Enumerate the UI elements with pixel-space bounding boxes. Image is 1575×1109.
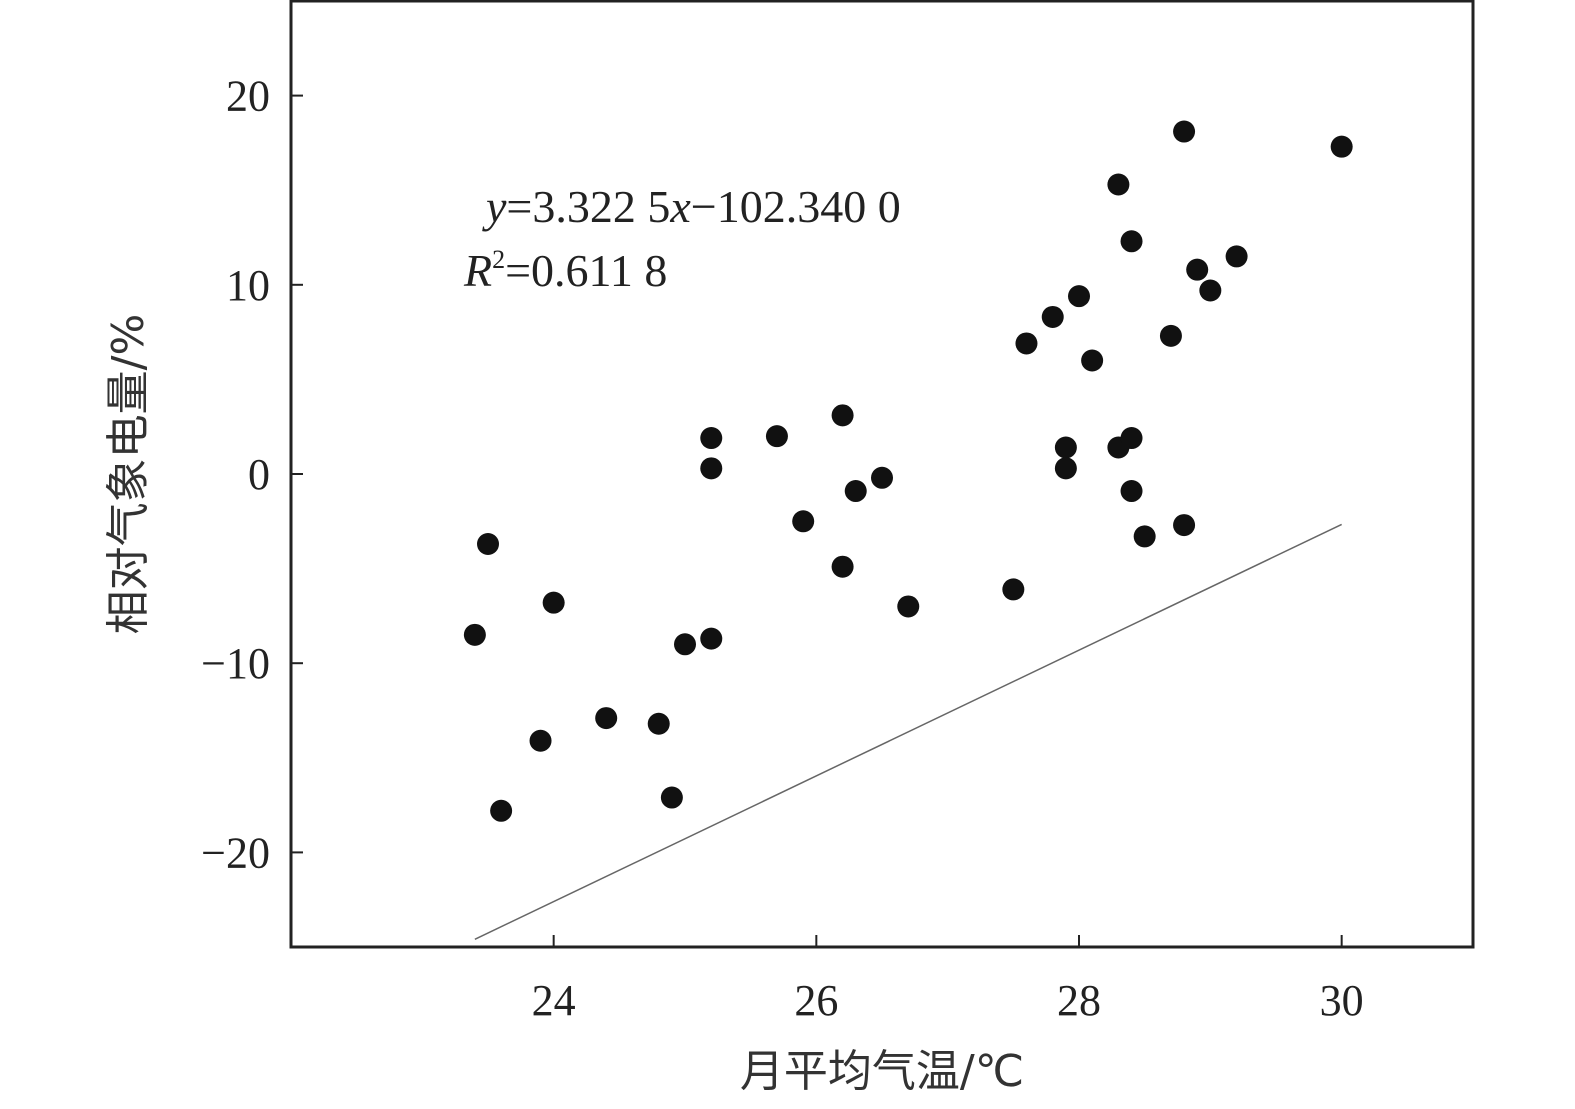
data-point: [529, 729, 552, 752]
data-point: [1120, 230, 1143, 253]
x-axis-title: 月平均气温/℃: [740, 1046, 1024, 1097]
y-tick-label: 10: [226, 261, 270, 310]
data-point: [1120, 427, 1143, 450]
y-axis-title: 相对气象电量/%: [103, 314, 154, 635]
data-point: [1186, 258, 1209, 281]
data-point: [1041, 305, 1064, 328]
data-point: [831, 404, 854, 427]
data-point: [595, 707, 618, 730]
trendline: [474, 523, 1342, 940]
x-tick-label: 26: [794, 976, 838, 1025]
data-point: [1054, 436, 1077, 459]
r-squared-value: =0.611 8: [505, 245, 667, 296]
y-tick-label: 0: [248, 450, 270, 499]
data-point: [477, 533, 499, 556]
data-point: [1120, 480, 1143, 503]
data-point: [647, 712, 670, 735]
equation-y-var: y: [482, 181, 507, 232]
data-point: [1159, 324, 1182, 347]
data-point: [1107, 173, 1130, 196]
data-point: [1225, 245, 1248, 268]
data-point: [1173, 120, 1196, 143]
data-point: [463, 623, 486, 646]
data-point: [660, 786, 683, 809]
data-point: [831, 555, 854, 578]
data-point: [765, 425, 788, 448]
data-point: [700, 457, 723, 480]
data-point: [1199, 279, 1222, 302]
data-point: [897, 595, 920, 618]
data-point: [1015, 332, 1038, 355]
y-tick-label: −10: [201, 639, 270, 688]
data-point: [1133, 525, 1156, 548]
data-point: [1068, 285, 1090, 308]
data-point: [1081, 349, 1104, 372]
data-point: [792, 510, 815, 533]
data-point: [1054, 457, 1077, 480]
x-tick-label: 28: [1057, 976, 1101, 1025]
data-point: [674, 633, 696, 656]
data-point: [1330, 135, 1353, 158]
equation-coefficient: =3.322 5: [506, 181, 670, 232]
r-squared-sup: 2: [492, 245, 505, 274]
data-points: [463, 120, 1353, 822]
y-tick-label: −20: [201, 828, 270, 877]
data-point: [871, 466, 893, 489]
axis-ticks: 24 26 28 30 −20 −10 0 10 20: [201, 72, 1363, 1025]
r-squared-line: R2=0.611 8: [463, 245, 667, 296]
data-point: [700, 627, 723, 650]
equation-x-var: x: [669, 181, 691, 232]
data-point: [1173, 514, 1196, 537]
equation-line: y=3.322 5x−102.340 0: [482, 181, 901, 232]
data-point: [700, 427, 723, 450]
trendline-group: [474, 523, 1342, 940]
data-point: [1002, 578, 1025, 601]
x-tick-label: 30: [1320, 976, 1364, 1025]
data-point: [844, 480, 867, 503]
data-point: [490, 799, 513, 822]
r-squared-var: R: [463, 245, 492, 296]
y-tick-label: 20: [226, 72, 270, 121]
data-point: [542, 591, 565, 614]
equation-intercept: −102.340 0: [691, 181, 901, 232]
x-tick-label: 24: [532, 976, 576, 1025]
